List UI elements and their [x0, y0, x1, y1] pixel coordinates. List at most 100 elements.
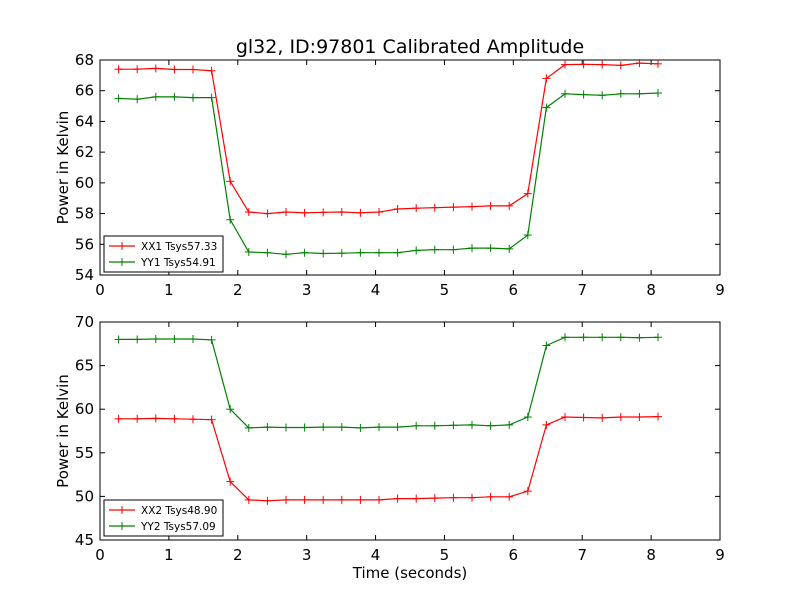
data-point	[133, 335, 142, 344]
data-point	[412, 421, 421, 430]
legend-label: XX2 Tsys48.90	[141, 505, 217, 517]
x-axis-label: Time (seconds)	[352, 564, 468, 582]
data-point	[449, 421, 458, 430]
data-point	[598, 413, 607, 422]
data-point	[356, 248, 365, 257]
data-point	[300, 495, 309, 504]
data-point	[561, 89, 569, 98]
data-point	[207, 335, 216, 344]
data-point	[393, 248, 402, 257]
data-point	[468, 244, 476, 253]
y-tick-label: 70	[75, 313, 94, 331]
data-point	[598, 60, 607, 69]
series-line-1	[118, 416, 659, 502]
data-point	[393, 494, 402, 503]
data-point	[542, 103, 551, 112]
data-point	[244, 423, 253, 432]
data-point	[244, 247, 253, 256]
data-point	[523, 189, 532, 198]
chart-title: gl32, ID:97801 Calibrated Amplitude	[236, 36, 584, 58]
series-line-2	[118, 92, 659, 255]
data-point	[151, 92, 160, 101]
legend-entry: XX2 Tsys48.90	[109, 505, 217, 517]
legend-box	[103, 235, 224, 273]
data-point	[337, 208, 346, 217]
data-point	[616, 413, 625, 422]
data-point	[114, 94, 123, 103]
data-point	[468, 420, 476, 429]
plot-frame	[99, 59, 721, 276]
legend: XX2 Tsys48.90 YY2 Tsys57.09	[103, 499, 224, 537]
data-point	[561, 60, 569, 69]
y-axis-label: Power in Kelvin	[54, 111, 72, 225]
data-point	[151, 64, 160, 73]
x-tick-label: 2	[233, 281, 243, 299]
y-tick-label: 60	[75, 174, 94, 192]
data-point	[579, 90, 588, 99]
data-point	[598, 333, 607, 342]
data-point	[282, 250, 290, 259]
data-point	[151, 335, 160, 344]
data-point	[542, 74, 551, 83]
data-point	[375, 423, 383, 432]
y-tick-label: 66	[75, 82, 94, 100]
data-point	[598, 91, 607, 100]
data-point	[523, 487, 532, 496]
data-point	[430, 203, 439, 212]
data-point	[468, 202, 476, 211]
x-tick-label: 7	[577, 281, 587, 299]
data-point	[523, 413, 532, 422]
series-line-2	[118, 336, 659, 429]
data-point	[300, 248, 309, 257]
data-point	[226, 177, 235, 186]
data-point	[356, 423, 365, 432]
y-axis-label: Power in Kelvin	[54, 374, 72, 488]
x-tick-label: 1	[164, 281, 174, 299]
data-point	[114, 65, 123, 74]
data-point	[393, 204, 402, 213]
data-point	[449, 245, 458, 254]
data-point	[635, 333, 644, 342]
x-tick-label: 3	[302, 546, 312, 564]
data-point	[579, 60, 588, 69]
data-point	[282, 423, 290, 432]
data-point	[337, 495, 346, 504]
data-point	[226, 477, 235, 486]
series-line-1	[118, 62, 659, 215]
legend-entry: YY2 Tsys57.09	[109, 521, 216, 533]
data-point	[616, 61, 625, 70]
data-point	[505, 492, 514, 501]
data-point	[170, 92, 179, 101]
data-point	[375, 208, 383, 217]
data-point	[300, 208, 309, 217]
data-point	[393, 423, 402, 432]
data-point	[449, 203, 458, 212]
y-tick-label: 54	[75, 266, 94, 284]
data-point	[561, 413, 569, 422]
data-point	[263, 209, 272, 218]
legend-entry: YY1 Tsys54.91	[109, 257, 216, 269]
data-point	[505, 201, 514, 210]
x-tick-label: 1	[164, 546, 174, 564]
data-point	[319, 249, 328, 258]
data-point	[282, 495, 290, 504]
data-point	[189, 335, 197, 344]
data-point	[654, 333, 662, 342]
x-tick-label: 4	[371, 546, 381, 564]
data-point	[635, 413, 644, 422]
data-point	[170, 414, 179, 423]
data-point	[561, 333, 569, 342]
data-point	[263, 496, 272, 505]
data-point	[654, 412, 662, 421]
legend: XX1 Tsys57.33 YY1 Tsys54.91	[103, 235, 224, 273]
data-point	[505, 244, 514, 253]
data-point	[375, 248, 383, 257]
x-tick-label: 3	[302, 281, 312, 299]
x-tick-label: 0	[95, 546, 105, 564]
data-point	[430, 245, 439, 254]
data-point	[616, 333, 625, 342]
data-point	[654, 89, 662, 98]
y-tick-label: 62	[75, 143, 94, 161]
data-point	[133, 95, 142, 104]
